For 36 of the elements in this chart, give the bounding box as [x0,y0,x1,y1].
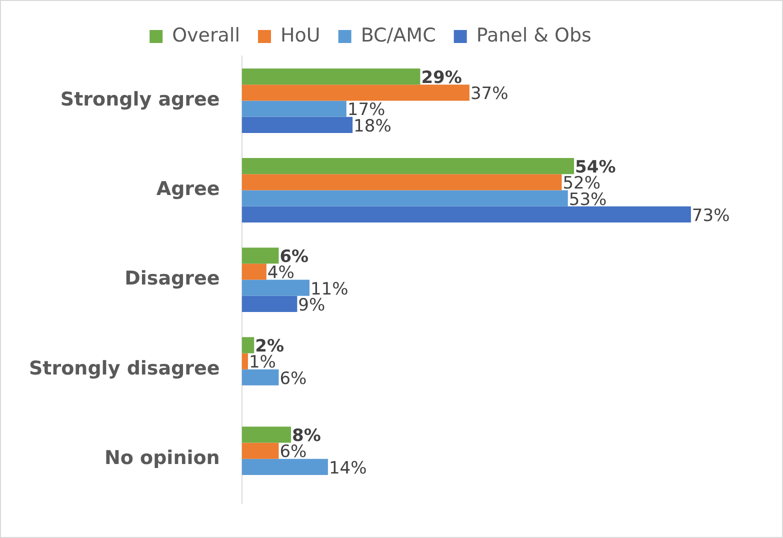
bar [242,248,279,264]
bar [242,190,568,206]
data-label: 73% [692,206,730,226]
bar [242,442,279,459]
bar [242,296,298,312]
bar [242,174,562,190]
data-label: 14% [328,458,367,478]
data-label: 4% [267,263,294,284]
y-tick-label: Strongly disagree [28,357,220,380]
y-tick-label: Strongly agree [60,88,220,111]
bar [242,353,248,370]
bar [242,458,328,475]
y-tick-label: No opinion [104,446,220,469]
bar [242,206,691,223]
bar [242,84,470,101]
bar [242,116,353,133]
data-label: 6% [280,368,307,389]
data-label: 37% [470,84,508,104]
bar [242,264,266,280]
bar [242,426,292,443]
bar [242,100,346,117]
y-tick-label: Disagree [124,268,220,290]
data-label: 1% [248,352,276,373]
bar [242,337,254,354]
legend-label: Overall [172,24,240,46]
legend-label: BC/AMC [360,24,436,46]
bar [242,158,574,174]
bar [242,369,279,386]
legend-label: Panel & Obs [476,24,592,46]
data-label: 9% [298,295,326,316]
data-label: 6% [280,442,307,462]
bar [242,68,420,85]
data-label: 29% [421,68,462,88]
bar [242,280,310,296]
y-tick-label: Agree [156,178,220,200]
legend-label: HoU [280,24,320,46]
